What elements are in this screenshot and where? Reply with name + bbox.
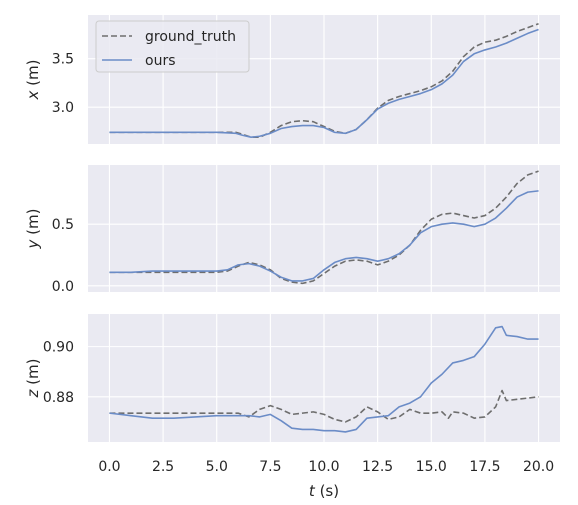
y-axis-label-symbol: z xyxy=(24,388,42,398)
y-axis-label: z (m) xyxy=(24,359,42,399)
x-tick-label: 20.0 xyxy=(523,459,554,475)
y-axis-label-unit: (m) xyxy=(24,60,42,91)
panel-2: 0.0 0.5 y (m) xyxy=(24,165,560,295)
x-axis-label-unit: (s) xyxy=(315,482,339,500)
y-axis-label: y (m) xyxy=(24,209,42,250)
series-ours-line xyxy=(109,190,539,282)
x-tick-label: 12.5 xyxy=(362,459,393,475)
y-tick-label: 0.5 xyxy=(52,217,74,233)
series-ours-line xyxy=(109,28,539,139)
y-tick-label: 3.5 xyxy=(52,52,74,68)
series-ground-truth-line xyxy=(109,170,539,285)
y-tick-label: 3.0 xyxy=(52,100,74,116)
x-tick-label: 2.5 xyxy=(152,459,174,475)
x-axis-label-symbol: t xyxy=(309,482,316,500)
x-tick-label: 0.0 xyxy=(98,459,120,475)
y-axis-label-symbol: x xyxy=(24,90,42,100)
legend-label-ours: ours xyxy=(145,53,176,69)
x-tick-label: 17.5 xyxy=(469,459,500,475)
y-tick-label: 0.0 xyxy=(52,279,74,295)
y-axis-label-unit: (m) xyxy=(24,359,42,390)
y-axis-label: x (m) xyxy=(24,60,42,101)
x-tick-label: 7.5 xyxy=(259,459,281,475)
y-axis-label-symbol: y xyxy=(24,238,42,249)
x-tick-label: 10.0 xyxy=(308,459,339,475)
y-axis-label-unit: (m) xyxy=(24,209,42,240)
series-ground-truth-line xyxy=(109,389,539,423)
panel-3: 0.880.90z (m) xyxy=(24,314,560,442)
x-tick-label: 15.0 xyxy=(416,459,447,475)
y-tick-label: 0.90 xyxy=(43,340,74,356)
legend-box xyxy=(95,20,250,73)
x-tick-label: 5.0 xyxy=(206,459,228,475)
y-tick-label: 0.88 xyxy=(43,390,74,406)
x-axis-label: t (s) xyxy=(309,482,339,500)
legend-label-ground-truth: ground_truth xyxy=(145,29,236,45)
series-ours-line xyxy=(109,325,539,433)
